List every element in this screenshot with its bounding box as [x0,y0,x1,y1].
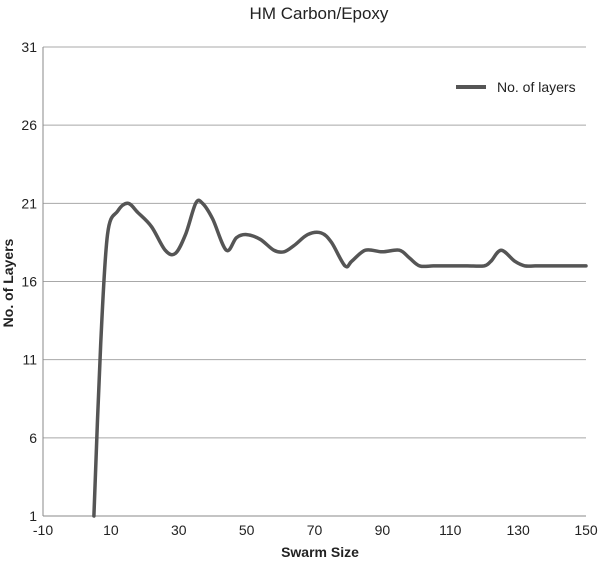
series-lines [92,198,588,518]
y-tick-label: 16 [21,274,37,290]
x-tick-label: 70 [307,522,323,538]
y-tick-label: 31 [21,39,37,55]
y-tick-label: 26 [21,117,37,133]
x-tick-label: 90 [375,522,391,538]
x-tick-label: 150 [574,522,598,538]
chart-title: HM Carbon/Epoxy [250,4,389,23]
gridlines [43,46,586,439]
x-tick-label: 30 [171,522,187,538]
x-tick-label: 10 [103,522,119,538]
y-tick-label: 21 [21,195,37,211]
x-tick-labels: -10 10 30 50 70 90 110 130 150 [33,522,598,538]
series-line-0 [92,198,588,518]
x-axis-label: Swarm Size [281,544,359,560]
y-tick-label: 1 [29,508,37,524]
y-tick-label: 6 [29,430,37,446]
x-tick-label: 130 [506,522,530,538]
x-tick-label: -10 [33,522,53,538]
y-axis-label: No. of Layers [0,238,16,327]
x-tick-label: 110 [439,522,462,538]
legend-label: No. of layers [497,79,576,95]
y-tick-label: 11 [22,352,37,368]
legend: No. of layers [456,79,576,95]
x-tick-label: 50 [239,522,255,538]
axes [42,47,586,517]
